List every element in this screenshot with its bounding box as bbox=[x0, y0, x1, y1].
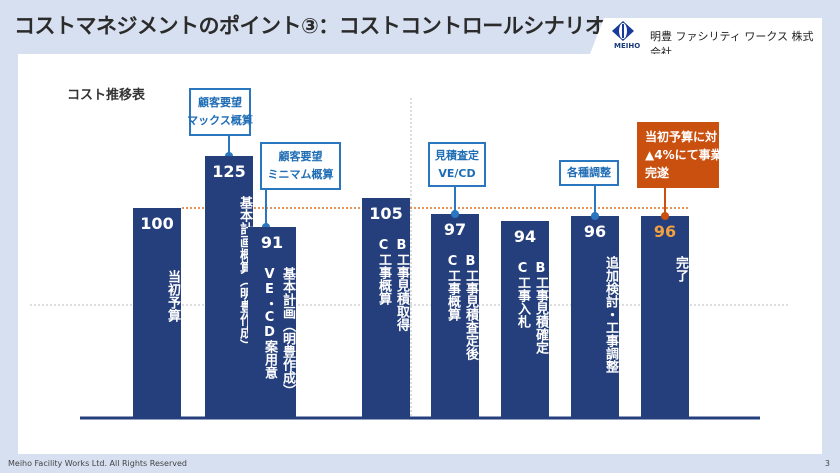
callout-connector bbox=[594, 186, 596, 217]
callout: 顧客要望 ミニマム概算 bbox=[260, 142, 341, 190]
logo-text: MEIHO bbox=[614, 42, 641, 50]
bar-value: 91 bbox=[260, 232, 284, 252]
bar: 125 基本計画概算（明豊作成） bbox=[205, 155, 253, 418]
bar-value: 100 bbox=[140, 214, 174, 233]
callout-connector bbox=[664, 188, 666, 217]
meiho-logo-icon bbox=[612, 21, 634, 41]
bar: 97 B工事見積査定後 C工事概算 bbox=[431, 214, 479, 418]
bar-label: 追加検討・工事調整 bbox=[603, 256, 618, 374]
bar: 91 基本計画（明豊作成） VE・CD案用意 bbox=[248, 226, 296, 418]
callout-dot bbox=[661, 212, 669, 221]
bar-label: 当初予算 bbox=[165, 270, 180, 322]
chart-title: コスト推移表 bbox=[67, 88, 146, 103]
bar-value: 97 bbox=[443, 220, 467, 240]
bar-value: 94 bbox=[513, 226, 537, 246]
callout-connector bbox=[454, 187, 456, 215]
copyright: Meiho Facility Works Ltd. All Rights Res… bbox=[8, 459, 188, 468]
callout: 各種調整 bbox=[559, 160, 619, 186]
bar: 94 B工事見積確定 C工事入札 bbox=[501, 220, 549, 418]
company-logo: MEIHO 明豊 ファシリティ ワークス 株式会社 bbox=[590, 18, 822, 54]
bar: 100 当初予算 bbox=[133, 208, 181, 418]
bar-label: 基本計画（明豊作成） VE・CD案用意 bbox=[262, 266, 295, 397]
page-title: コストマネジメントのポイント③：コストコントロールシナリオ bbox=[14, 14, 606, 38]
bar-value: 96 bbox=[653, 222, 677, 242]
bar-label: 基本計画概算（明豊作成） bbox=[237, 195, 252, 352]
callout-dot bbox=[451, 210, 459, 219]
bar-label: B工事見積取得 C工事概算 bbox=[376, 237, 409, 331]
bar-label: B工事見積査定後 C工事概算 bbox=[445, 254, 478, 361]
bar-value: 96 bbox=[583, 222, 607, 242]
bar: 105 B工事見積取得 C工事概算 bbox=[362, 197, 410, 418]
bar-label: 完了 bbox=[673, 256, 688, 283]
bar-value: 105 bbox=[369, 203, 403, 223]
callout: 顧客要望 マックス概算 bbox=[187, 88, 253, 136]
callout-connector bbox=[265, 190, 267, 227]
callout-connector bbox=[228, 136, 230, 156]
callout: 見積査定 VE/CD bbox=[428, 142, 486, 187]
callout-dot bbox=[591, 212, 599, 221]
bar-value: 125 bbox=[212, 161, 246, 181]
result-callout: 当初予算に対し ▲4%にて事業 完遂 bbox=[637, 122, 729, 188]
bar: 96 完了 bbox=[641, 216, 689, 418]
page-number: 3 bbox=[824, 459, 830, 468]
company-name: 明豊 ファシリティ ワークス 株式会社 bbox=[650, 30, 814, 59]
bar: 96 追加検討・工事調整 bbox=[571, 216, 619, 418]
bar-label: B工事見積確定 C工事入札 bbox=[515, 260, 548, 354]
